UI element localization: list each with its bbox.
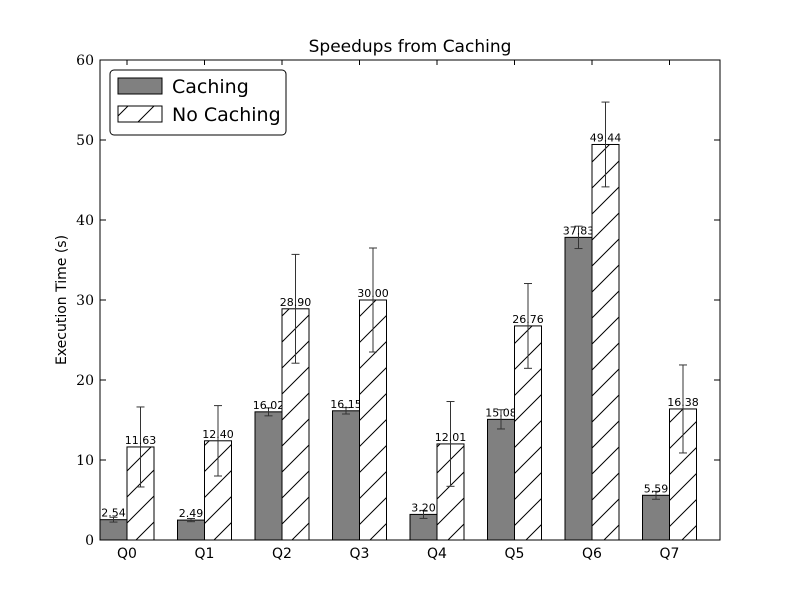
data-label: 12.40 (202, 428, 234, 441)
y-tick-label: 40 (76, 213, 94, 229)
error-bar (291, 253, 300, 364)
bar-caching-q3 (332, 410, 360, 541)
y-tick-label: 50 (76, 133, 94, 149)
data-label: 28.90 (280, 296, 312, 309)
error-bar (214, 405, 222, 477)
x-tick-label: Q6 (582, 546, 602, 562)
plot-frame (99, 59, 721, 541)
data-label: 49.44 (590, 131, 622, 144)
plot-area: 2.54 11.63 Q0 2.49 12.40 Q1 16.02 28.90 Q2 16.15 3… (76, 53, 721, 562)
data-label: 12.01 (435, 431, 467, 444)
error-bar (342, 407, 350, 415)
x-tick-label: Q3 (350, 546, 370, 562)
error-bar (264, 407, 273, 417)
data-label: 2.49 (179, 507, 204, 520)
legend-label: Caching (172, 76, 249, 98)
data-label: 16.38 (667, 396, 699, 409)
bar-caching-q7 (642, 494, 670, 541)
data-label: 15.08 (485, 406, 517, 419)
error-bar (574, 225, 583, 250)
chart-title: Speedups from Caching (309, 37, 512, 57)
y-tick-label: 60 (76, 53, 94, 69)
error-bar (369, 247, 377, 353)
y-tick-label: 10 (76, 453, 94, 469)
bar-caching-q4 (409, 513, 438, 541)
error-bar (187, 517, 195, 523)
x-tick-label: Q0 (117, 546, 137, 562)
bar-caching-q5 (487, 418, 515, 541)
error-bar (652, 490, 660, 500)
data-label: 2.54 (101, 507, 126, 520)
legend-label: No Caching (172, 104, 281, 126)
legend: Caching No Caching (109, 69, 287, 136)
bar-caching-q1 (177, 519, 205, 541)
y-tick-label: 30 (76, 293, 94, 309)
error-bar (136, 406, 145, 488)
bar-caching-q6 (564, 236, 593, 541)
legend-swatch (117, 77, 163, 95)
y-tick-label: 0 (85, 533, 94, 549)
bar-caching-q0 (99, 519, 128, 541)
error-bar (679, 364, 687, 454)
error-bar (601, 101, 610, 188)
data-label: 11.63 (125, 434, 157, 447)
error-bar (446, 401, 455, 487)
x-tick-label: Q4 (427, 546, 447, 562)
data-label: 3.20 (411, 501, 436, 514)
x-tick-label: Q1 (195, 546, 215, 562)
bar-caching-q2 (254, 411, 283, 541)
error-bar (419, 509, 428, 519)
y-axis-label: Execution Time (s) (54, 235, 70, 365)
data-label: 37.83 (563, 224, 595, 237)
error-bar (524, 283, 532, 369)
x-tick-label: Q5 (505, 546, 525, 562)
data-label: 26.76 (512, 313, 544, 326)
error-bar (497, 409, 505, 430)
data-label: 16.02 (253, 399, 285, 412)
error-bar (109, 516, 118, 523)
y-tick-label: 20 (76, 373, 94, 389)
x-tick-label: Q7 (660, 546, 680, 562)
x-tick-label: Q2 (272, 546, 292, 562)
bar-no-caching-q6 (591, 143, 620, 541)
legend-swatch (117, 105, 163, 123)
data-label: 16.15 (330, 398, 362, 411)
data-label: 30.00 (357, 287, 389, 300)
data-label: 5.59 (644, 482, 669, 495)
